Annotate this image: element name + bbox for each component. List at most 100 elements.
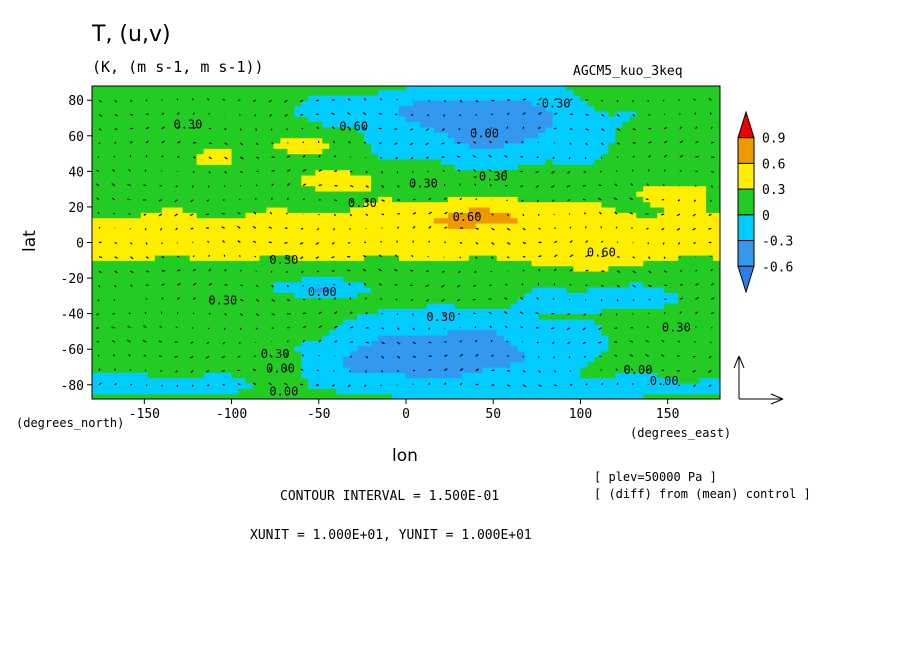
field-cell bbox=[210, 105, 219, 112]
field-cell bbox=[378, 126, 386, 133]
field-cell bbox=[287, 158, 295, 165]
field-cell bbox=[308, 158, 316, 165]
field-cell bbox=[482, 185, 491, 192]
field-cell bbox=[489, 361, 498, 368]
field-cell bbox=[580, 318, 589, 325]
field-cell bbox=[217, 137, 226, 144]
field-cell bbox=[133, 180, 142, 187]
field-cell bbox=[329, 238, 337, 245]
field-cell bbox=[259, 116, 268, 123]
field-cell bbox=[713, 254, 720, 261]
field-cell bbox=[692, 228, 700, 235]
field-cell bbox=[552, 297, 561, 304]
field-cell bbox=[343, 217, 351, 224]
field-cell bbox=[119, 180, 128, 187]
field-cell bbox=[336, 324, 344, 331]
field-cell bbox=[531, 142, 540, 149]
field-cell bbox=[98, 222, 107, 229]
field-cell bbox=[182, 318, 191, 325]
field-cell bbox=[531, 324, 540, 331]
field-cell bbox=[217, 302, 226, 309]
field-cell bbox=[189, 100, 198, 107]
field-cell bbox=[594, 201, 602, 208]
field-cell bbox=[566, 292, 575, 299]
field-cell bbox=[559, 196, 568, 203]
field-cell bbox=[392, 238, 400, 245]
field-cell bbox=[322, 142, 330, 149]
field-cell bbox=[231, 350, 240, 357]
field-cell bbox=[378, 212, 386, 219]
field-cell bbox=[329, 201, 337, 208]
field-cell bbox=[217, 388, 226, 395]
field-cell bbox=[322, 201, 330, 208]
field-cell bbox=[259, 228, 268, 235]
field-cell bbox=[301, 297, 309, 304]
field-cell bbox=[678, 356, 686, 363]
field-cell bbox=[161, 126, 170, 133]
field-cell bbox=[468, 249, 477, 256]
field-cell bbox=[294, 201, 302, 208]
field-cell bbox=[412, 105, 421, 112]
field-cell bbox=[336, 334, 344, 341]
field-cell bbox=[105, 302, 114, 309]
field-cell bbox=[587, 340, 595, 347]
field-cell bbox=[566, 164, 575, 171]
field-cell bbox=[433, 201, 442, 208]
field-cell bbox=[713, 377, 720, 384]
field-cell bbox=[552, 281, 561, 288]
field-cell bbox=[468, 153, 477, 160]
field-cell bbox=[447, 148, 456, 155]
field-cell bbox=[105, 382, 114, 389]
field-cell bbox=[238, 313, 247, 320]
field-cell bbox=[573, 334, 582, 341]
field-cell bbox=[315, 265, 323, 272]
field-cell bbox=[182, 201, 191, 208]
field-cell bbox=[573, 276, 582, 283]
field-cell bbox=[266, 121, 275, 128]
field-cell bbox=[217, 286, 226, 293]
field-cell bbox=[447, 222, 456, 229]
field-cell bbox=[133, 372, 142, 379]
field-cell bbox=[559, 217, 568, 224]
field-cell bbox=[301, 393, 309, 399]
field-cell bbox=[154, 297, 163, 304]
field-cell bbox=[308, 121, 316, 128]
field-cell bbox=[713, 244, 720, 251]
field-cell bbox=[643, 233, 651, 240]
field-cell bbox=[559, 356, 568, 363]
field-cell bbox=[580, 345, 589, 352]
field-cell bbox=[371, 185, 379, 192]
field-cell bbox=[280, 228, 288, 235]
field-cell bbox=[699, 265, 707, 272]
field-cell bbox=[287, 382, 295, 389]
field-cell bbox=[608, 244, 616, 251]
field-cell bbox=[622, 350, 630, 357]
field-cell bbox=[706, 292, 714, 299]
field-cell bbox=[699, 212, 707, 219]
field-cell bbox=[622, 174, 630, 181]
field-cell bbox=[224, 132, 233, 139]
field-cell bbox=[573, 105, 582, 112]
field-cell bbox=[566, 217, 575, 224]
field-cell bbox=[245, 180, 254, 187]
field-cell bbox=[643, 254, 651, 261]
field-cell bbox=[112, 340, 121, 347]
field-cell bbox=[524, 238, 533, 245]
field-cell bbox=[105, 366, 114, 373]
field-cell bbox=[280, 356, 288, 363]
field-cell bbox=[531, 308, 540, 315]
field-cell bbox=[154, 276, 163, 283]
field-cell bbox=[433, 302, 442, 309]
field-cell bbox=[510, 318, 519, 325]
field-cell bbox=[678, 334, 686, 341]
field-cell bbox=[503, 382, 512, 389]
field-cell bbox=[594, 116, 602, 123]
field-cell bbox=[343, 361, 351, 368]
field-cell bbox=[650, 286, 658, 293]
field-cell bbox=[92, 238, 100, 245]
field-cell bbox=[573, 110, 582, 117]
field-cell bbox=[503, 350, 512, 357]
field-cell bbox=[629, 382, 637, 389]
field-cell bbox=[468, 329, 477, 336]
field-cell bbox=[692, 132, 700, 139]
